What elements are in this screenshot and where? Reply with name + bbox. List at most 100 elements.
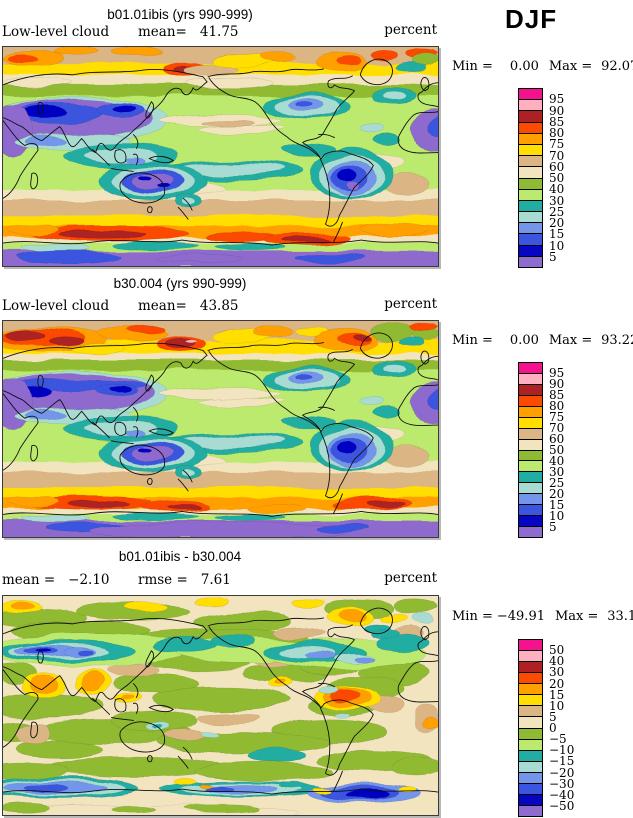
contour-field	[3, 47, 438, 266]
units-label: percent	[384, 570, 437, 586]
contour-map-svg	[3, 47, 438, 266]
mean-value: 43.85	[199, 298, 239, 314]
colorbar-tick-label: −20	[549, 765, 575, 780]
colorbar-tick-label: 60	[549, 432, 565, 446]
mean-value: −2.10	[68, 572, 110, 588]
panel-title: b01.01ibis - b30.004	[118, 549, 242, 564]
colorbar-tick-label: 70	[549, 421, 565, 435]
colorbar-tick-label: 80	[549, 126, 565, 140]
rmse-value: 7.61	[200, 572, 231, 588]
colorbar-tick-label: 85	[549, 388, 565, 402]
colorbar-tick-label: 10	[549, 509, 565, 523]
colorbar-tick-label: 5	[549, 709, 557, 724]
colorbar-tick-label: 10	[549, 238, 565, 253]
min-label: Min =	[452, 609, 493, 624]
variable-label: Low-level cloud	[2, 298, 110, 314]
minmax-row: Min = 0.00 Max = 93.22	[452, 333, 633, 348]
colorbar-tick-label: −15	[549, 754, 575, 769]
colorbar-tick-label: 30	[549, 193, 565, 208]
mean-label: mean=	[138, 298, 187, 314]
colorbar: 50 40 30 20 15 10 5 0 −5 −10 −15 −20 −30 −40 −50	[518, 639, 574, 817]
panel-title: b01.01ibis (yrs 990-999)	[107, 7, 253, 22]
colorbar-tick-label: 15	[549, 227, 565, 242]
colorbar-tick-label: 40	[549, 654, 565, 669]
colorbar-tick-label: 10	[549, 698, 565, 713]
units-label: percent	[384, 22, 437, 38]
contour-map-b01-01ibis	[2, 46, 439, 267]
colorbar: 95 90 85 80 75 70 60 50 40 30 25 20 15 10 5	[518, 362, 564, 538]
coastlines	[3, 607, 438, 795]
units-label: percent	[384, 296, 437, 312]
colorbar-tick-label: 75	[549, 410, 565, 424]
colorbar-tick-label: 25	[549, 476, 565, 490]
colorbar-tick-label: 5	[549, 520, 557, 534]
colorbar-cell	[518, 804, 543, 817]
panel-stats-row: mean = −2.10 rmse = 7.61 percent	[2, 570, 438, 588]
season-label: DJF	[505, 4, 558, 34]
colorbar-tick-label: 75	[549, 137, 565, 152]
contour-map-svg	[3, 321, 438, 537]
max-label: Max =	[554, 609, 599, 624]
colorbar-tick-label: 90	[549, 377, 565, 391]
panel-stats-row: Low-level cloud mean= 41.75 percent	[2, 22, 438, 40]
min-label: Min =	[452, 59, 493, 74]
contour-map-difference	[2, 595, 439, 816]
max-value: 92.07	[601, 59, 633, 74]
variable-label: Low-level cloud	[2, 24, 110, 40]
contour-map-b30-004	[2, 320, 439, 538]
colorbar-cell	[518, 255, 543, 268]
rmse-label: rmse =	[138, 572, 188, 588]
panel-title: b30.004 (yrs 990-999)	[113, 276, 247, 291]
contour-field	[3, 321, 438, 537]
colorbar-tick-label: 20	[549, 487, 565, 501]
colorbar-tick-label: 40	[549, 454, 565, 468]
colorbar-tick-label: 40	[549, 182, 565, 197]
min-label: Min =	[452, 333, 493, 348]
mean-label: mean=	[138, 24, 187, 40]
minmax-row: Min = −49.91 Max = 33.14	[452, 609, 633, 624]
colorbar-tick-label: 85	[549, 114, 565, 129]
min-value: 0.00	[509, 59, 539, 74]
colorbar-cells	[518, 88, 543, 268]
minmax-row: Min = 0.00 Max = 92.07	[452, 59, 633, 74]
colorbar-tick-label: 25	[549, 204, 565, 219]
mean-value: 41.75	[199, 24, 239, 40]
coastlines	[3, 58, 438, 246]
colorbar-tick-label: 70	[549, 148, 565, 163]
colorbar-tick-label: −10	[549, 743, 575, 758]
colorbar-tick-label: 30	[549, 665, 565, 680]
colorbar-tick-label: −30	[549, 776, 575, 791]
colorbar-tick-label: −40	[549, 787, 575, 802]
colorbar-tick-label: 0	[549, 721, 557, 735]
colorbar-tick-label: 50	[549, 643, 565, 658]
colorbar-tick-label: 20	[549, 216, 565, 230]
mean-label: mean =	[2, 572, 56, 588]
colorbar-tick-label: 60	[549, 159, 565, 174]
colorbar-tick-label: 50	[549, 171, 565, 185]
min-value: −49.91	[496, 609, 545, 624]
colorbar-tick-label: −5	[549, 732, 567, 747]
colorbar-cells	[518, 362, 543, 538]
contour-map-svg	[3, 596, 438, 815]
colorbar-tick-label: −50	[549, 798, 575, 813]
colorbar-tick-label: 95	[549, 366, 565, 380]
coastlines	[3, 332, 438, 517]
colorbar-tick-label: 30	[549, 465, 565, 479]
colorbar-tick-label: 50	[549, 443, 565, 457]
colorbar-tick-label: 5	[549, 249, 557, 264]
max-value: 33.14	[607, 609, 633, 624]
panel-stats-row: Low-level cloud mean= 43.85 percent	[2, 296, 438, 314]
colorbar-tick-label: 90	[549, 103, 565, 118]
colorbar: 95 90 85 80 75 70 60 50 40 30 25 20 15 10 5	[518, 88, 564, 268]
max-value: 93.22	[601, 333, 633, 348]
colorbar-cell	[518, 526, 543, 538]
max-label: Max =	[548, 333, 593, 348]
colorbar-tick-label: 80	[549, 399, 565, 413]
colorbar-tick-label: 15	[549, 687, 565, 702]
colorbar-tick-label: 20	[549, 676, 565, 691]
min-value: 0.00	[509, 333, 539, 348]
colorbar-cells	[518, 639, 543, 817]
colorbar-tick-label: 15	[549, 498, 565, 512]
contour-field	[3, 596, 438, 815]
